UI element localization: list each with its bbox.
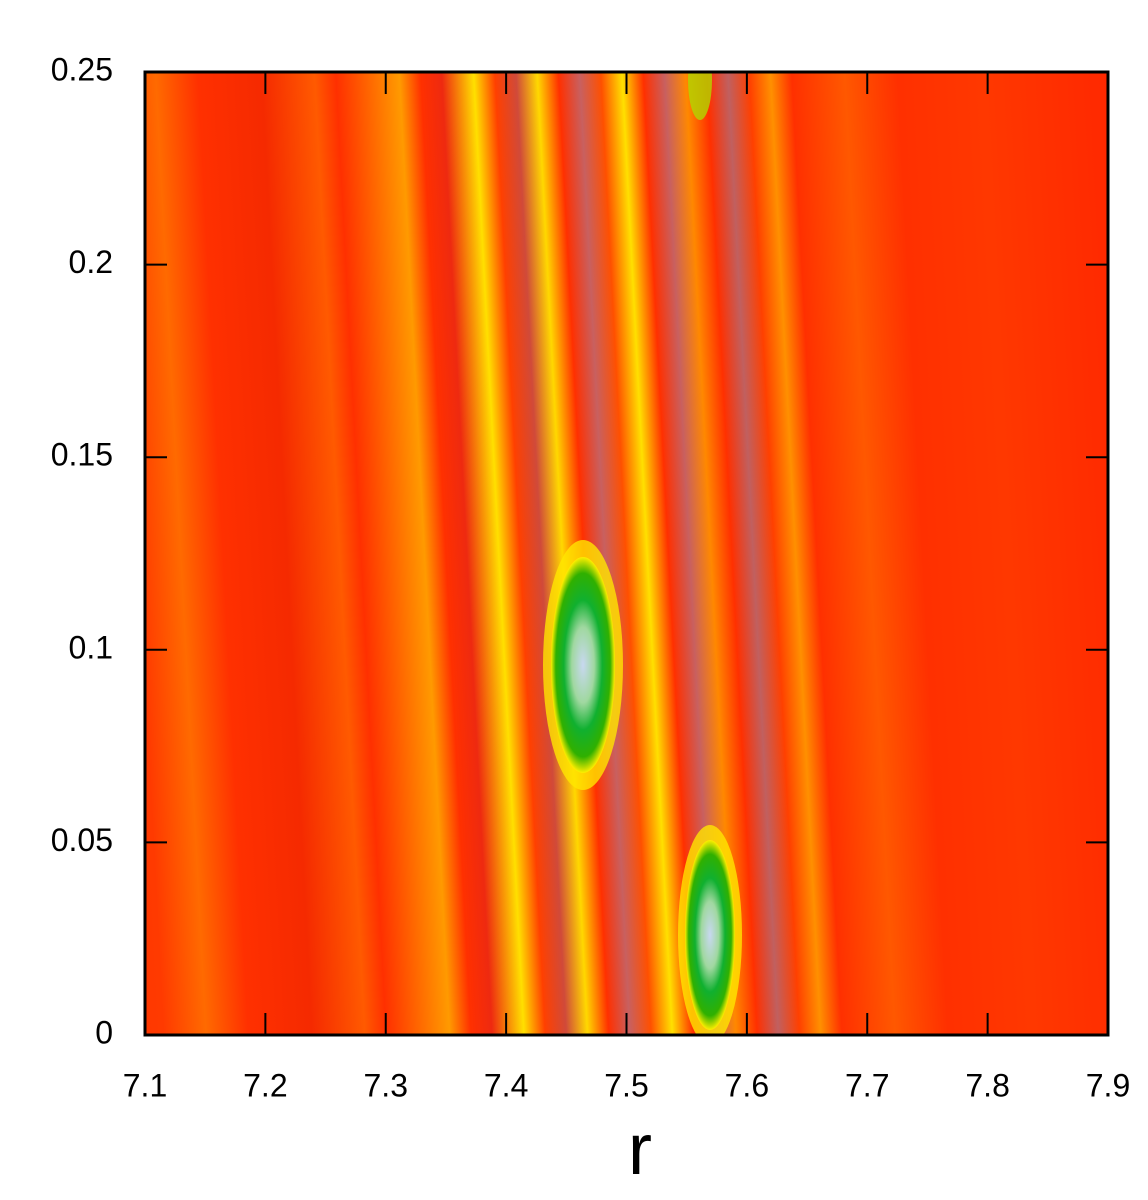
y-tick-label: 0.1: [69, 629, 113, 665]
island-halo: [688, 72, 712, 120]
heatmap-field: [145, 72, 1108, 1035]
x-tick-label: 7.6: [725, 1067, 769, 1103]
y-tick-label: 0.2: [69, 244, 113, 280]
x-tick-label: 7.5: [604, 1067, 648, 1103]
x-tick-label: 7.9: [1086, 1067, 1130, 1103]
x-tick-label: 7.3: [364, 1067, 408, 1103]
x-tick-label: 7.2: [243, 1067, 287, 1103]
x-tick-label: 7.4: [484, 1067, 528, 1103]
y-tick-label: 0: [95, 1014, 113, 1050]
x-axis-label: r: [628, 1110, 652, 1190]
y-tick-label: 0.05: [51, 822, 113, 858]
x-tick-label: 7.8: [965, 1067, 1009, 1103]
heatmap-stripes: [145, 72, 1108, 1035]
y-tick-label: 0.25: [51, 51, 113, 87]
y-tick-label: 0.15: [51, 437, 113, 473]
x-tick-label: 7.7: [845, 1067, 889, 1103]
x-tick-label: 7.1: [123, 1067, 167, 1103]
island: [685, 840, 735, 1030]
island: [551, 557, 615, 773]
